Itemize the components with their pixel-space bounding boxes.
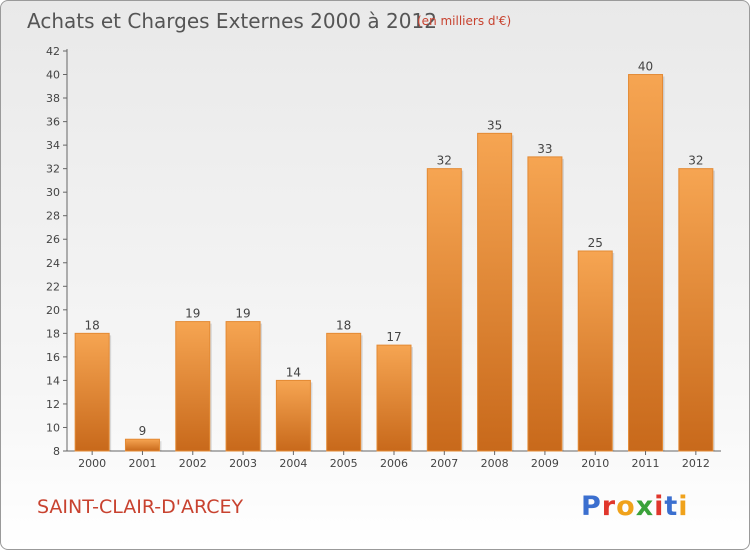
x-tick-label: 2006 <box>380 457 408 470</box>
bar-value-label: 33 <box>537 142 552 156</box>
chart-subtitle: (en milliers d'€) <box>417 14 512 28</box>
y-tick-label: 36 <box>46 116 60 129</box>
bar-value-label: 17 <box>386 330 401 344</box>
y-tick-label: 8 <box>53 445 60 458</box>
proxiti-logo: Proxiti <box>581 491 689 522</box>
plot-area: 8 10 12 14 16 18 20 22 24 26 28 30 32 34 36 38 40 42 18 200… <box>46 45 721 470</box>
bar <box>275 379 311 452</box>
logo-letter: P <box>581 491 602 522</box>
y-tick-label: 32 <box>46 163 60 176</box>
chart-title: Achats et Charges Externes 2000 à 2012 <box>27 9 437 33</box>
bar <box>426 168 462 452</box>
x-tick-label: 2005 <box>330 457 358 470</box>
x-tick-label: 2011 <box>632 457 660 470</box>
bar-value-label: 25 <box>588 236 603 250</box>
y-tick-label: 10 <box>46 421 60 434</box>
bar <box>175 321 211 452</box>
logo-letter: o <box>616 491 636 522</box>
bar <box>376 344 412 452</box>
y-tick-label: 26 <box>46 233 60 246</box>
x-tick-label: 2001 <box>128 457 156 470</box>
bar <box>527 156 563 452</box>
logo-letter: t <box>664 491 679 522</box>
logo-letter: i <box>678 491 689 522</box>
logo-letter: i <box>654 491 665 522</box>
y-tick-label: 42 <box>46 45 60 58</box>
bar <box>577 250 613 452</box>
x-tick-label: 2000 <box>78 457 106 470</box>
bar-value-label: 40 <box>638 60 653 74</box>
y-tick-label: 16 <box>46 351 60 364</box>
y-tick-label: 28 <box>46 210 60 223</box>
y-tick-label: 12 <box>46 398 60 411</box>
x-tick-label: 2012 <box>682 457 710 470</box>
bar-value-label: 32 <box>688 154 703 168</box>
y-tick-label: 22 <box>46 280 60 293</box>
place-name: SAINT-CLAIR-D'ARCEY <box>37 496 244 518</box>
x-tick-label: 2009 <box>531 457 559 470</box>
bar <box>74 332 110 452</box>
y-tick-label: 20 <box>46 304 60 317</box>
bar-value-label: 18 <box>336 318 351 332</box>
y-tick-label: 40 <box>46 69 60 82</box>
x-tick-label: 2003 <box>229 457 257 470</box>
y-tick-label: 24 <box>46 257 60 270</box>
bar <box>628 74 664 452</box>
bar-value-label: 19 <box>235 307 250 321</box>
logo-letter: x <box>635 491 655 522</box>
bar-value-label: 14 <box>286 365 301 379</box>
y-tick-label: 30 <box>46 186 60 199</box>
bar <box>477 132 513 452</box>
x-tick-label: 2004 <box>279 457 307 470</box>
bar-value-label: 19 <box>185 307 200 321</box>
x-tick-label: 2008 <box>481 457 509 470</box>
bar <box>124 438 160 452</box>
x-tick-label: 2007 <box>430 457 458 470</box>
bar-value-label: 35 <box>487 118 502 132</box>
x-tick-label: 2002 <box>179 457 207 470</box>
bar-value-label: 18 <box>85 318 100 332</box>
bar-value-label: 9 <box>139 424 147 438</box>
bar <box>678 168 714 452</box>
x-tick-label: 2010 <box>581 457 609 470</box>
bar <box>225 321 261 452</box>
y-tick-label: 14 <box>46 374 60 387</box>
y-tick-label: 34 <box>46 139 60 152</box>
y-tick-label: 18 <box>46 327 60 340</box>
y-tick-label: 38 <box>46 92 60 105</box>
bar <box>326 332 362 452</box>
bar-value-label: 32 <box>437 154 452 168</box>
logo-letter: r <box>601 491 617 522</box>
